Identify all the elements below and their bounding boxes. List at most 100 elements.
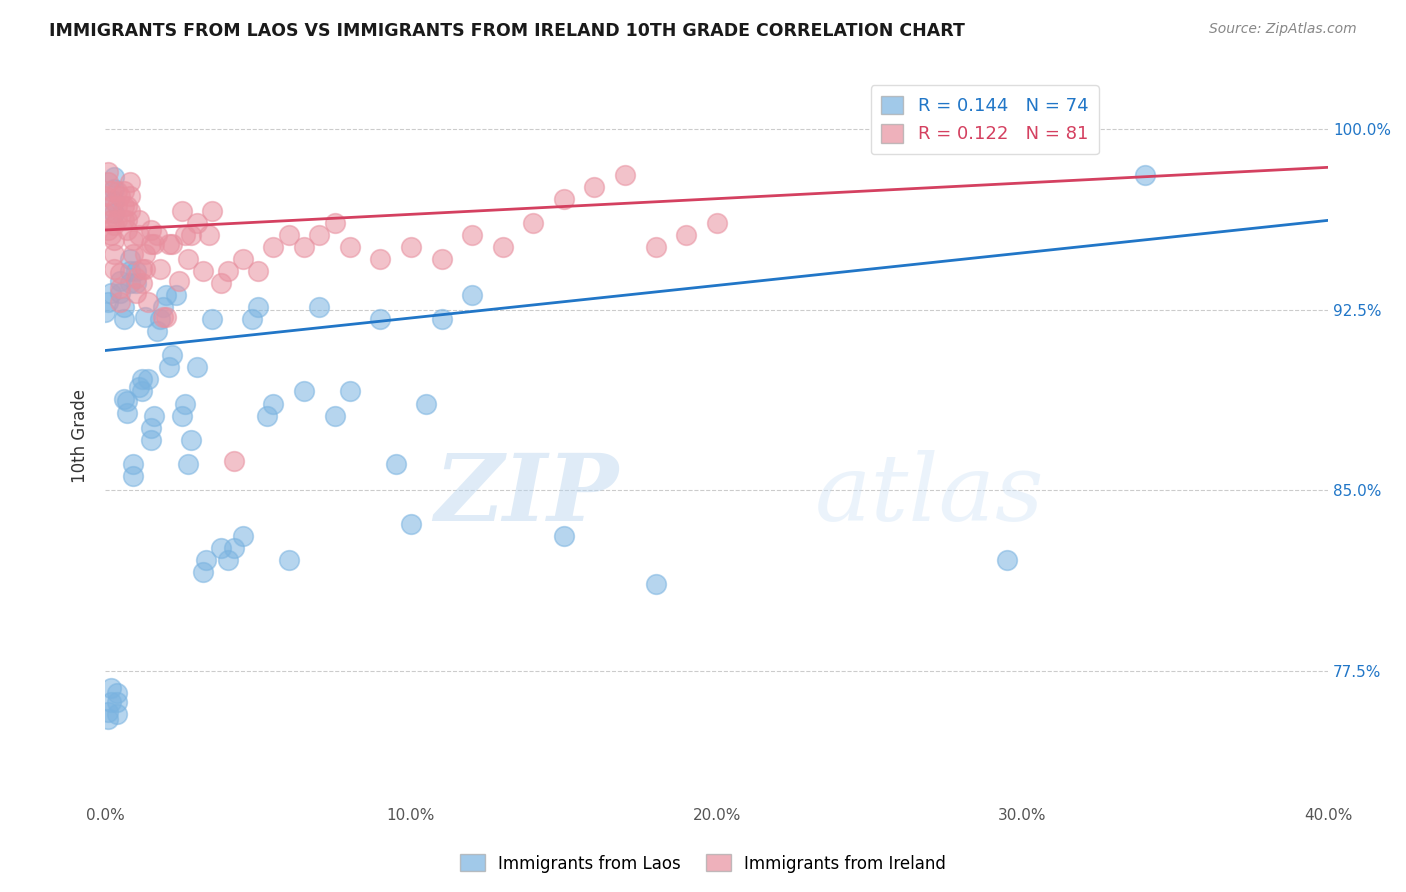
Point (110, 281, 132, 295)
Point (100, 681, 122, 695)
Point (167, 274, 190, 288)
Point (107, 185, 129, 199)
Point (94, 305, 117, 319)
Point (103, 169, 125, 184)
Point (644, 240, 666, 254)
Point (100, 213, 122, 227)
Point (256, 409, 278, 423)
Text: IMMIGRANTS FROM LAOS VS IMMIGRANTS FROM IRELAND 10TH GRADE CORRELATION CHART: IMMIGRANTS FROM LAOS VS IMMIGRANTS FROM … (49, 22, 965, 40)
Point (134, 261, 156, 276)
Point (292, 240, 315, 254)
Point (222, 541, 245, 556)
Point (139, 237, 162, 252)
Point (100, 185, 122, 199)
Point (262, 396, 284, 410)
Point (152, 300, 174, 314)
Point (157, 237, 180, 252)
Point (115, 213, 138, 227)
Point (134, 310, 156, 324)
Point (323, 409, 346, 423)
Y-axis label: 10th Grade: 10th Grade (72, 389, 89, 483)
Point (131, 276, 153, 290)
Point (125, 271, 148, 285)
Point (118, 264, 141, 278)
Point (100, 285, 122, 300)
Point (118, 203, 141, 218)
Point (100, 695, 122, 709)
Point (262, 240, 284, 254)
Text: atlas: atlas (814, 450, 1045, 540)
Point (162, 237, 184, 252)
Point (115, 199, 138, 213)
Point (191, 566, 214, 580)
Point (100, 227, 122, 242)
Point (165, 288, 187, 302)
Point (118, 252, 141, 266)
Text: ZIP: ZIP (434, 450, 619, 540)
Point (136, 295, 159, 310)
Point (173, 227, 195, 242)
Point (308, 300, 330, 314)
Point (121, 233, 143, 247)
Point (128, 213, 150, 227)
Point (232, 252, 254, 266)
Point (492, 240, 515, 254)
Point (217, 553, 239, 567)
Point (115, 406, 138, 420)
Point (173, 396, 195, 410)
Point (139, 420, 162, 434)
Point (110, 274, 132, 288)
Point (134, 247, 156, 261)
Point (131, 261, 153, 276)
Point (97, 712, 120, 726)
Point (103, 206, 125, 220)
Point (399, 240, 422, 254)
Point (143, 409, 166, 423)
Point (112, 392, 135, 406)
Point (112, 300, 135, 314)
Point (94, 189, 117, 203)
Point (149, 312, 172, 326)
Point (247, 264, 270, 278)
Point (247, 300, 270, 314)
Point (97, 175, 120, 189)
Point (149, 261, 172, 276)
Legend: R = 0.144   N = 74, R = 0.122   N = 81: R = 0.144 N = 74, R = 0.122 N = 81 (870, 85, 1099, 154)
Point (146, 227, 169, 242)
Point (121, 457, 143, 471)
Point (103, 261, 125, 276)
Point (128, 379, 150, 393)
Point (139, 433, 162, 447)
Point (110, 266, 132, 280)
Point (118, 175, 141, 189)
Point (103, 233, 125, 247)
Point (339, 384, 361, 399)
Point (100, 199, 122, 213)
Point (128, 227, 150, 242)
Point (370, 252, 392, 266)
Point (121, 247, 143, 261)
Point (103, 218, 125, 232)
Point (110, 189, 132, 203)
Point (152, 310, 174, 324)
Point (97, 223, 120, 237)
Point (522, 216, 544, 230)
Text: Source: ZipAtlas.com: Source: ZipAtlas.com (1209, 22, 1357, 37)
Point (180, 433, 202, 447)
Point (217, 264, 239, 278)
Point (125, 276, 148, 290)
Point (209, 541, 232, 556)
Point (125, 264, 148, 278)
Point (186, 360, 208, 375)
Point (112, 199, 135, 213)
Point (430, 312, 453, 326)
Point (125, 285, 148, 300)
Point (209, 276, 232, 290)
Point (97, 705, 120, 719)
Point (170, 203, 193, 218)
Point (553, 192, 575, 206)
Point (107, 686, 129, 700)
Point (97, 295, 120, 310)
Point (107, 199, 129, 213)
Point (162, 348, 184, 362)
